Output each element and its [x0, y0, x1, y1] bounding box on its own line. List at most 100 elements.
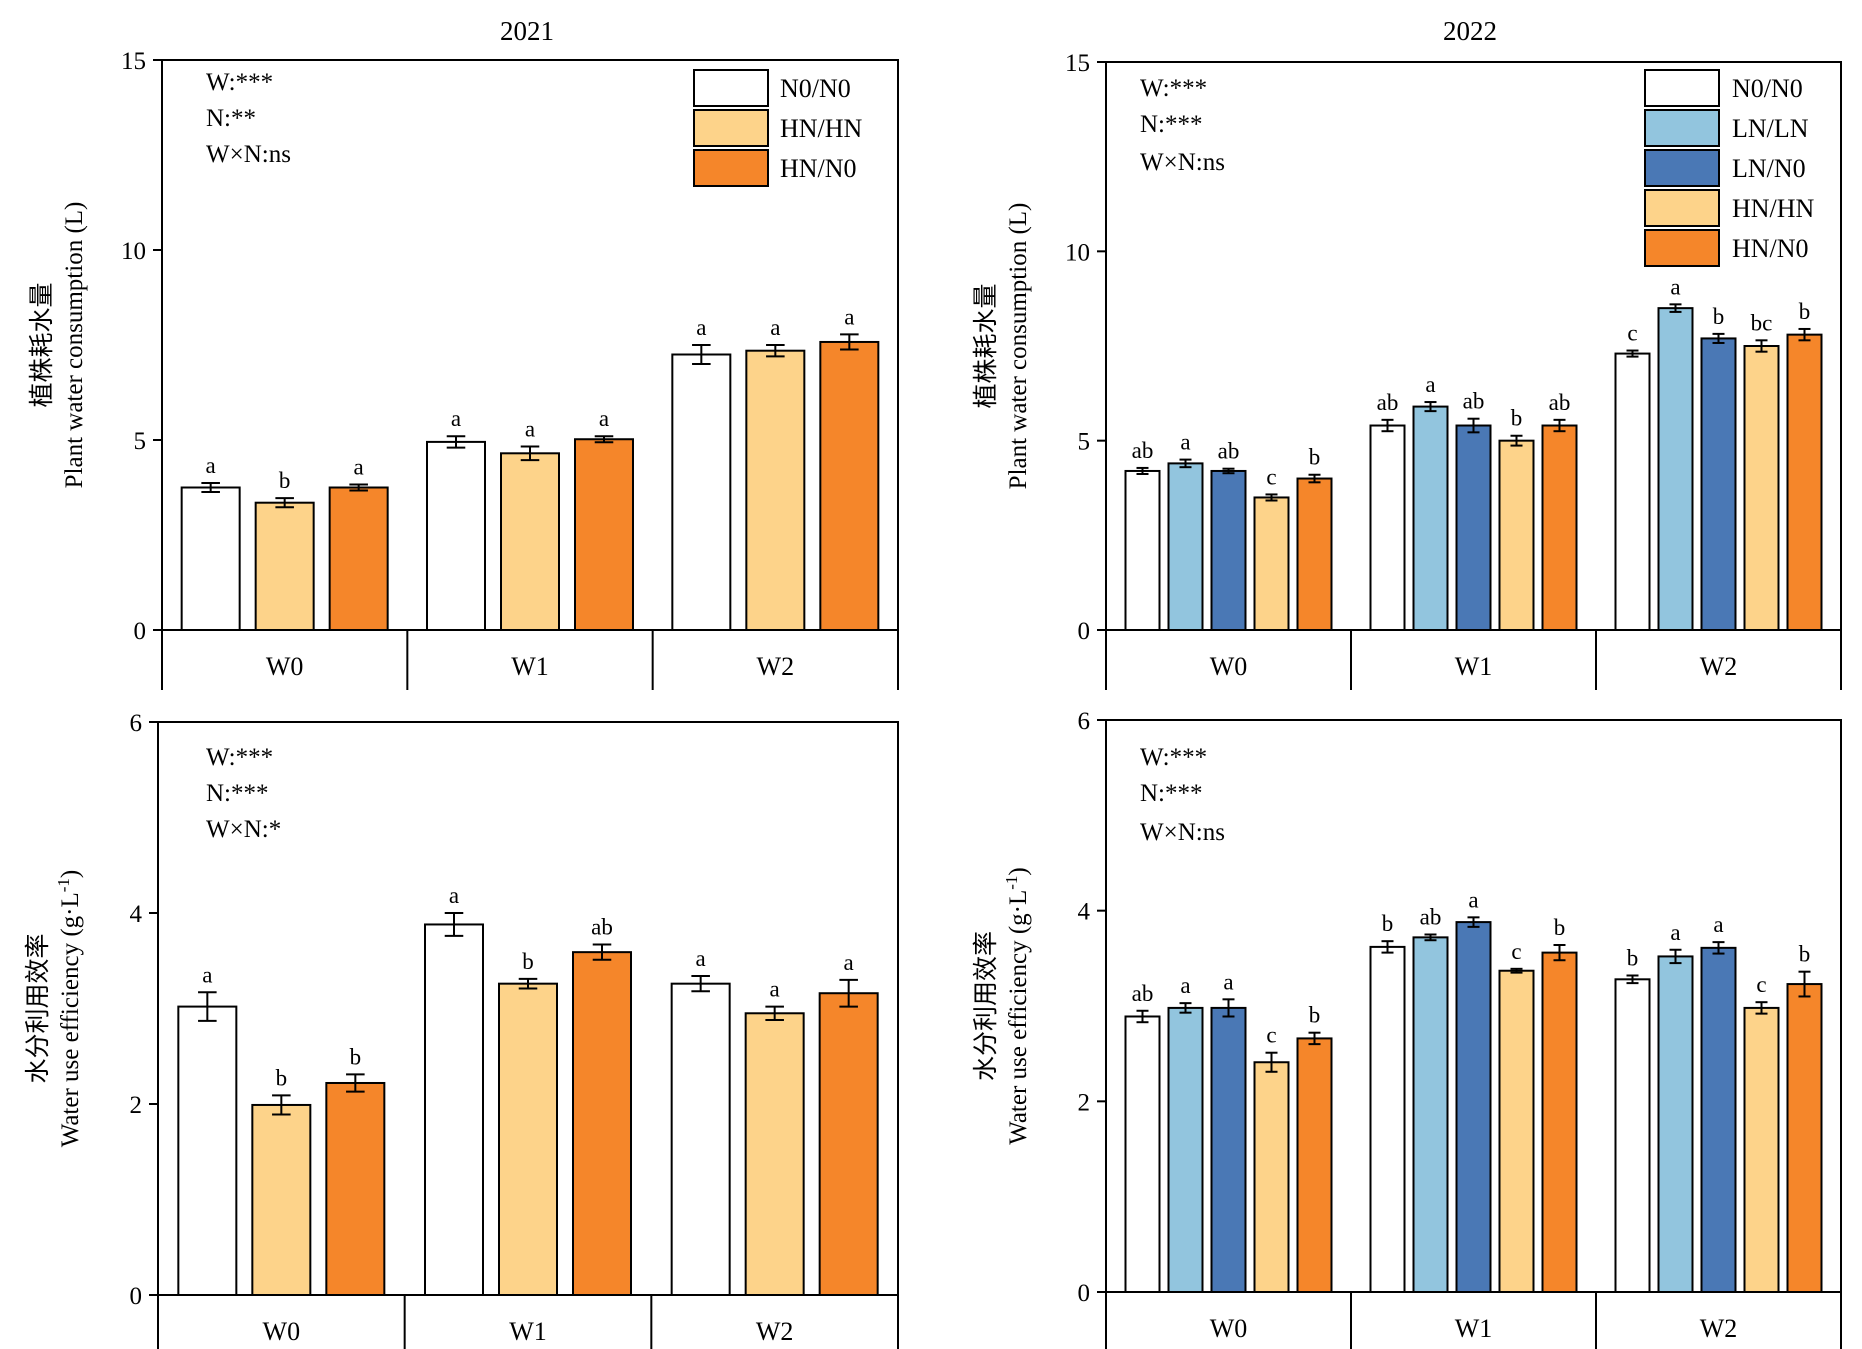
significance-label: a [1468, 887, 1478, 912]
significance-label: a [206, 453, 216, 478]
bar [1296, 1037, 1333, 1293]
bar [1167, 1006, 1204, 1293]
y-tick-label: 0 [1078, 618, 1091, 645]
bar [251, 1103, 312, 1296]
bar [671, 353, 732, 631]
significance-label: a [1425, 372, 1435, 397]
stat-annotation: W:*** [1140, 75, 1207, 102]
x-category-label: W0 [266, 652, 304, 681]
bar [328, 486, 389, 631]
stat-annotation: W:*** [206, 69, 273, 96]
bar [1412, 405, 1449, 631]
significance-label: a [770, 315, 780, 340]
legend-swatch [693, 109, 769, 147]
y-axis-label: Plant water consumption (L) [1005, 203, 1032, 490]
legend-label: N0/N0 [1732, 74, 1803, 103]
bar [1296, 477, 1333, 631]
legend-swatch [1644, 229, 1720, 267]
legend-swatch [1644, 69, 1720, 107]
significance-label: a [202, 962, 212, 987]
y-axis-label: Water use efficiency (g·L-1) [54, 870, 84, 1148]
significance-label: c [1756, 972, 1766, 997]
bar [1786, 983, 1823, 1293]
stat-annotation: N:*** [1140, 780, 1203, 807]
significance-label: b [1799, 299, 1811, 324]
significance-label: ab [1218, 439, 1240, 464]
significance-label: ab [591, 915, 613, 940]
bar [1167, 462, 1204, 631]
significance-label: b [350, 1044, 362, 1069]
significance-label: b [1382, 911, 1394, 936]
y-tick-label: 5 [1078, 429, 1091, 456]
y-tick-label: 5 [134, 428, 147, 455]
x-category-label: W0 [1210, 1314, 1248, 1343]
significance-label: a [449, 883, 459, 908]
stat-annotation: W×N:ns [206, 141, 291, 168]
x-category-label: W2 [1700, 1314, 1738, 1343]
bar [572, 951, 632, 1297]
bar [574, 438, 634, 631]
significance-label: a [696, 946, 706, 971]
significance-label: b [1627, 945, 1639, 970]
significance-label: a [599, 406, 609, 431]
y-axis-label-end: ) [1005, 867, 1032, 875]
bar [1700, 946, 1737, 1293]
y-tick-label: 15 [121, 48, 146, 75]
bar [819, 340, 880, 631]
bar [1498, 969, 1535, 1294]
stat-annotation: W×N:ns [1140, 149, 1225, 176]
significance-label: a [451, 406, 461, 431]
y-tick-label: 10 [1065, 239, 1090, 266]
significance-label: a [844, 304, 854, 329]
y-axis-label-cn: 植株耗水量 [972, 283, 1000, 408]
significance-label: a [525, 416, 535, 441]
panel-title-2022: 2022 [1443, 16, 1497, 46]
significance-label: b [1554, 915, 1566, 940]
bar [745, 349, 806, 631]
bar [1455, 921, 1492, 1294]
significance-label: ab [1463, 389, 1485, 414]
significance-label: a [1223, 969, 1233, 994]
y-axis-label: Water use efficiency (g·L-1) [1002, 867, 1032, 1145]
bar [424, 923, 484, 1297]
y-tick-label: 4 [1078, 899, 1091, 926]
chart-panel-1: 0 5 10 15 W0 W1 W2 a b a a a a a a a W:*** N:** W×N:ns 植株耗水… [28, 48, 899, 690]
bar [1743, 1006, 1780, 1293]
y-tick-label: 6 [130, 710, 143, 737]
significance-label: bc [1751, 310, 1773, 335]
x-category-label: W1 [1455, 652, 1493, 681]
bar [1743, 345, 1780, 631]
panel-title-2021: 2021 [500, 16, 554, 46]
significance-label: ab [1132, 981, 1154, 1006]
x-category-label: W0 [1210, 652, 1248, 681]
bar [426, 440, 486, 631]
legend-label: HN/HN [1732, 194, 1815, 223]
bar [1657, 955, 1694, 1294]
significance-label: b [279, 468, 291, 493]
bar [1412, 936, 1449, 1293]
y-axis-label-end: ) [57, 870, 84, 878]
stat-annotation: W×N:* [206, 816, 281, 843]
legend-swatch [1644, 109, 1720, 147]
x-category-label: W1 [509, 1317, 547, 1346]
significance-label: a [770, 977, 780, 1002]
y-axis-label-cn: 植株耗水量 [28, 282, 56, 407]
y-axis-label-cn: 水分利用效率 [24, 933, 52, 1083]
bar [1614, 352, 1651, 631]
legend-swatch [693, 149, 769, 187]
significance-label: c [1627, 321, 1637, 346]
bar [1210, 469, 1247, 631]
significance-label: a [1180, 430, 1190, 455]
significance-label: a [1670, 274, 1680, 299]
stat-annotation: W:*** [206, 744, 273, 771]
significance-label: ab [1549, 390, 1571, 415]
bar [1614, 978, 1651, 1293]
legend-label: HN/N0 [780, 154, 857, 183]
x-category-label: W2 [1700, 652, 1738, 681]
significance-label: c [1266, 1023, 1276, 1048]
significance-label: b [522, 949, 534, 974]
significance-label: a [696, 315, 706, 340]
bar [498, 982, 558, 1296]
bar [1253, 1061, 1290, 1294]
legend: N0/N0 HN/HN HN/N0 [693, 69, 863, 187]
